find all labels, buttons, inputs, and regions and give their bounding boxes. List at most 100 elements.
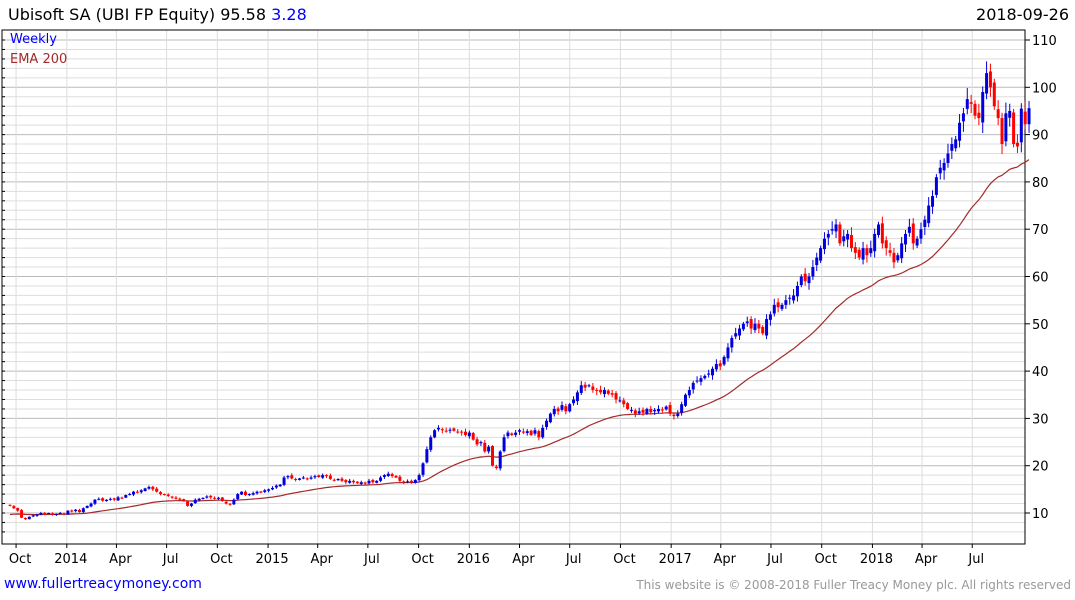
candle-body [861,248,865,260]
candle-body [463,431,467,435]
candle-body [278,484,282,487]
candle-body [877,224,880,236]
candle-body [799,276,803,286]
candle-body [575,392,579,402]
candle-body [282,477,286,485]
candle-body [251,493,255,495]
candle-body [772,304,776,314]
candle-body [541,427,545,438]
candle-body [201,497,205,500]
price-change: 3.28 [271,5,307,24]
candle-body [572,399,576,404]
candle-body [452,428,456,431]
candle-body [139,490,143,493]
candle-body [807,276,811,284]
candle-body [313,476,317,478]
candle-body [398,476,402,481]
candle-body [707,373,711,375]
candle-body [506,432,510,437]
candle-body [919,229,923,239]
candle-body [54,513,58,515]
candle-body [622,400,626,405]
website-link[interactable]: www.fullertreacymoney.com [4,576,202,592]
x-tick-label: Apr [310,552,333,567]
candle-body [938,167,942,174]
candle-body [911,223,915,244]
candle-body [765,319,769,336]
candle-body [359,482,363,484]
candle-body [722,356,726,365]
candle-body [433,430,437,438]
x-tick-label: Jul [967,552,984,567]
candle-body [317,475,321,478]
candle-body [969,102,973,104]
candle-body [348,480,352,483]
candle-body [904,233,908,245]
candle-body [784,300,788,305]
candle-body [653,409,657,412]
candle-body [394,475,398,478]
x-tick-label: 2017 [659,552,692,567]
candle-body [81,508,85,513]
x-tick-label: Jul [766,552,783,567]
candle-body [788,297,792,299]
candle-body [749,319,753,329]
candle-body [220,497,224,502]
candle-body [579,385,583,393]
candle-body [120,497,124,499]
candle-body [460,431,464,433]
candle-body [16,508,20,511]
x-tick-label: 2018 [860,552,893,567]
y-tick-label: 70 [1032,223,1049,238]
candle-body [992,82,996,107]
candle-body [108,498,112,500]
candle-body [155,488,159,492]
candle-body [672,414,676,417]
y-tick-label: 10 [1032,507,1049,522]
candle-body [834,224,838,232]
candle-body [734,333,738,337]
candle-body [363,482,367,484]
candle-body [290,475,294,479]
candle-body [371,480,375,483]
y-tick-label: 50 [1032,318,1049,333]
candle-body [236,494,240,500]
candle-body [379,477,383,481]
candle-body [47,513,51,514]
candle-body [587,385,591,387]
candle-body [197,498,201,501]
candle-body [151,486,155,490]
candle-body [560,405,564,410]
candle-body [494,466,498,469]
candle-body [77,510,81,513]
candle-body [934,177,938,195]
candle-body [811,267,815,277]
candle-body [132,491,136,495]
candle-body [865,248,869,256]
candle-body [375,480,379,483]
candle-body [664,406,668,410]
candle-body [961,113,965,122]
candle-body [529,430,533,435]
y-tick-label: 90 [1032,129,1049,144]
candle-body [656,408,660,412]
x-tick-label: 2015 [256,552,289,567]
candle-body [548,413,552,423]
candle-body [927,205,931,224]
candle-body [386,473,390,477]
candle-body [240,491,244,495]
candle-body [444,430,448,432]
candle-body [795,285,799,297]
candle-body [846,233,850,240]
candle-body [610,393,614,395]
candle-body [826,233,830,238]
candle-body [417,475,421,481]
candle-body [479,442,483,444]
candle-body [803,273,807,282]
candle-body [224,501,228,504]
candle-body [402,481,406,483]
candle-body [942,162,946,171]
candle-body [232,499,236,505]
candle-body [35,514,39,516]
candle-body [884,240,888,249]
